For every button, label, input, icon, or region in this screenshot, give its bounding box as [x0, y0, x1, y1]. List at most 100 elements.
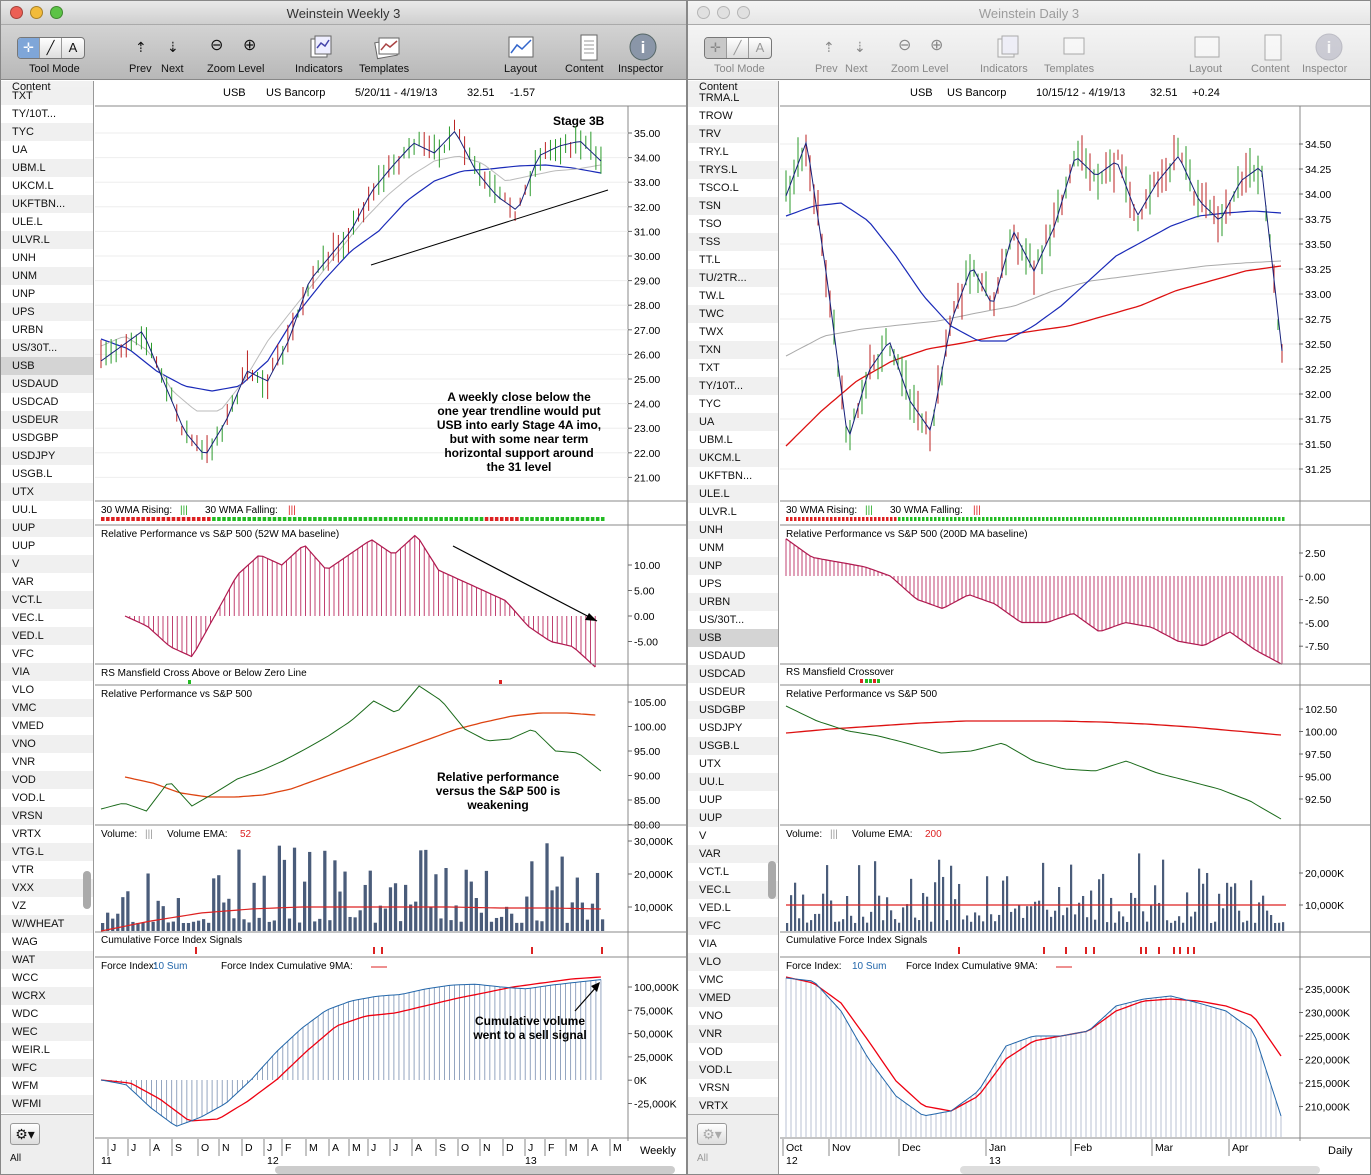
symbol-list-item[interactable]: UUP: [12, 540, 36, 552]
symbol-list-item[interactable]: VOD.L: [688, 1061, 778, 1079]
symbol-list-item[interactable]: USDCAD: [12, 396, 59, 408]
symbol-list-item[interactable]: USDAUD: [1, 375, 93, 393]
symbol-list-item[interactable]: TWX: [699, 326, 724, 338]
prev-arrow-icon[interactable]: ⇡: [135, 39, 147, 55]
gear-icon[interactable]: ⚙▾: [10, 1123, 40, 1145]
symbol-list-item[interactable]: UNH: [12, 252, 36, 264]
text-tool-icon[interactable]: A: [755, 40, 765, 55]
symbol-list-item[interactable]: UNM: [1, 267, 93, 285]
relative-performance-panel[interactable]: Relative Performance vs S&P 500 102.5010…: [785, 689, 1337, 820]
symbol-list-item[interactable]: VRSN: [1, 807, 93, 825]
symbol-list-item[interactable]: VZ: [12, 900, 27, 912]
symbol-list-item[interactable]: USDJPY: [699, 722, 743, 734]
symbol-list-item[interactable]: US/30T...: [699, 614, 745, 626]
symbol-list-item[interactable]: USDCAD: [688, 665, 778, 683]
symbol-list-item[interactable]: VMED: [688, 989, 778, 1007]
symbol-list-item[interactable]: UUP: [699, 794, 723, 806]
symbol-list-item[interactable]: VIA: [1, 663, 93, 681]
symbol-list-item[interactable]: VCT.L: [1, 591, 93, 609]
symbol-list-item[interactable]: UA: [688, 413, 778, 431]
crosshair-tool-icon[interactable]: ✛: [18, 38, 40, 58]
inspector-info-icon[interactable]: i: [629, 33, 657, 61]
next-arrow-icon[interactable]: ⇣: [854, 39, 866, 55]
symbol-list-item[interactable]: WDC: [12, 1008, 39, 1020]
symbol-list-item[interactable]: VTG.L: [1, 843, 93, 861]
symbol-list-item[interactable]: TRY.L: [699, 146, 729, 158]
symbol-list-item[interactable]: WAG: [12, 936, 38, 948]
indicators-button[interactable]: Indicators: [980, 63, 1028, 75]
symbol-list-item[interactable]: VLO: [12, 684, 35, 696]
symbol-list-item[interactable]: USDGBP: [12, 432, 59, 444]
content-icon[interactable]: [575, 33, 603, 61]
force-index-panel[interactable]: Force Index: 10 Sum Force Index Cumulati…: [785, 961, 1350, 1137]
symbol-list-item[interactable]: UPS: [1, 303, 93, 321]
prev-button[interactable]: Prev: [815, 63, 838, 75]
symbol-list-item[interactable]: TYC: [699, 398, 721, 410]
horizontal-scrollbar[interactable]: [960, 1166, 1320, 1174]
layout-icon[interactable]: [507, 33, 535, 61]
zoom-out-icon[interactable]: ⊖: [210, 37, 224, 54]
symbol-list-item[interactable]: TSO: [699, 218, 722, 230]
zoom-window-button[interactable]: [737, 6, 750, 19]
symbol-list-item[interactable]: UA: [12, 144, 28, 156]
text-tool-icon[interactable]: A: [68, 40, 78, 55]
zoom-in-icon[interactable]: ⊕: [243, 37, 257, 54]
symbol-list-item[interactable]: VRTX: [688, 1097, 778, 1115]
symbol-list-item[interactable]: V: [699, 830, 707, 842]
symbol-list-item[interactable]: TRMA.L: [688, 89, 778, 107]
symbol-list-item[interactable]: VNO: [1, 735, 93, 753]
symbol-list-item[interactable]: UKCM.L: [12, 180, 54, 192]
symbol-list-item[interactable]: URBN: [12, 324, 44, 336]
symbol-list-item[interactable]: VNR: [12, 756, 36, 768]
indicators-icon[interactable]: [994, 33, 1022, 61]
next-button[interactable]: Next: [161, 63, 184, 75]
symbol-list-item[interactable]: USDJPY: [1, 447, 93, 465]
next-arrow-icon[interactable]: ⇣: [167, 39, 179, 55]
content-button[interactable]: Content: [565, 63, 604, 75]
symbol-list-item[interactable]: ULE.L: [12, 216, 43, 228]
symbol-list-item[interactable]: WEC: [1, 1023, 93, 1041]
symbol-list-item[interactable]: USB: [1, 357, 93, 375]
relative-performance-baseline-panel[interactable]: Relative Performance vs S&P 500 (52W MA …: [101, 529, 660, 668]
horizontal-scrollbar[interactable]: [275, 1166, 675, 1174]
symbol-list-item[interactable]: TROW: [699, 110, 733, 122]
symbol-list-item[interactable]: TY/10T...: [688, 377, 778, 395]
symbol-list-item[interactable]: WCRX: [1, 987, 93, 1005]
symbol-list-item[interactable]: ULVR.L: [699, 506, 737, 518]
symbol-list-item[interactable]: VXX: [1, 879, 93, 897]
symbol-list-item[interactable]: VAR: [688, 845, 778, 863]
symbol-list-item[interactable]: UTX: [699, 758, 721, 770]
symbol-list-item[interactable]: ULVR.L: [1, 231, 93, 249]
symbol-list-item[interactable]: VCT.L: [699, 866, 729, 878]
symbol-list-item[interactable]: UUP: [1, 519, 93, 537]
templates-icon[interactable]: [1058, 33, 1086, 61]
all-filter-label[interactable]: All: [697, 1153, 709, 1164]
inspector-button[interactable]: Inspector: [618, 63, 664, 75]
symbol-list-item[interactable]: ULE.L: [688, 485, 778, 503]
cfi-signals-panel[interactable]: Cumulative Force Index Signals: [101, 935, 603, 954]
symbol-list-item[interactable]: USGB.L: [688, 737, 778, 755]
symbol-list-item[interactable]: TRV: [688, 125, 778, 143]
symbol-list-item[interactable]: UUP: [688, 809, 778, 827]
period-label[interactable]: Daily: [1328, 1145, 1353, 1157]
sidebar-scrollbar[interactable]: [83, 871, 91, 909]
symbol-list-item[interactable]: WFM: [12, 1080, 39, 1092]
symbol-list-item[interactable]: TSCO.L: [699, 182, 739, 194]
symbol-list-item[interactable]: TSS: [688, 233, 778, 251]
symbol-list-item[interactable]: VIA: [699, 938, 717, 950]
prev-button[interactable]: Prev: [129, 63, 152, 75]
templates-button[interactable]: Templates: [359, 63, 410, 75]
symbol-list-item[interactable]: URBN: [688, 593, 778, 611]
minimize-window-button[interactable]: [717, 6, 730, 19]
price-panel[interactable]: Stage 3B 35.00 34.00 33.00 32.00 31.00 30.00 2…: [95, 114, 660, 484]
symbol-list-item[interactable]: USDAUD: [699, 650, 746, 662]
symbol-list-item[interactable]: TRYS.L: [688, 161, 778, 179]
force-index-panel[interactable]: Force Index: 10 Sum Force Index Cumulati…: [100, 961, 679, 1127]
close-window-button[interactable]: [697, 6, 710, 19]
zoom-window-button[interactable]: [50, 6, 63, 19]
symbol-list-item[interactable]: TW.L: [699, 290, 725, 302]
symbol-list-item[interactable]: TY/10T...: [12, 108, 57, 120]
symbol-list-item[interactable]: VMC: [699, 974, 724, 986]
symbol-list-item[interactable]: UBM.L: [699, 434, 733, 446]
symbol-list-item[interactable]: VMED: [12, 720, 44, 732]
